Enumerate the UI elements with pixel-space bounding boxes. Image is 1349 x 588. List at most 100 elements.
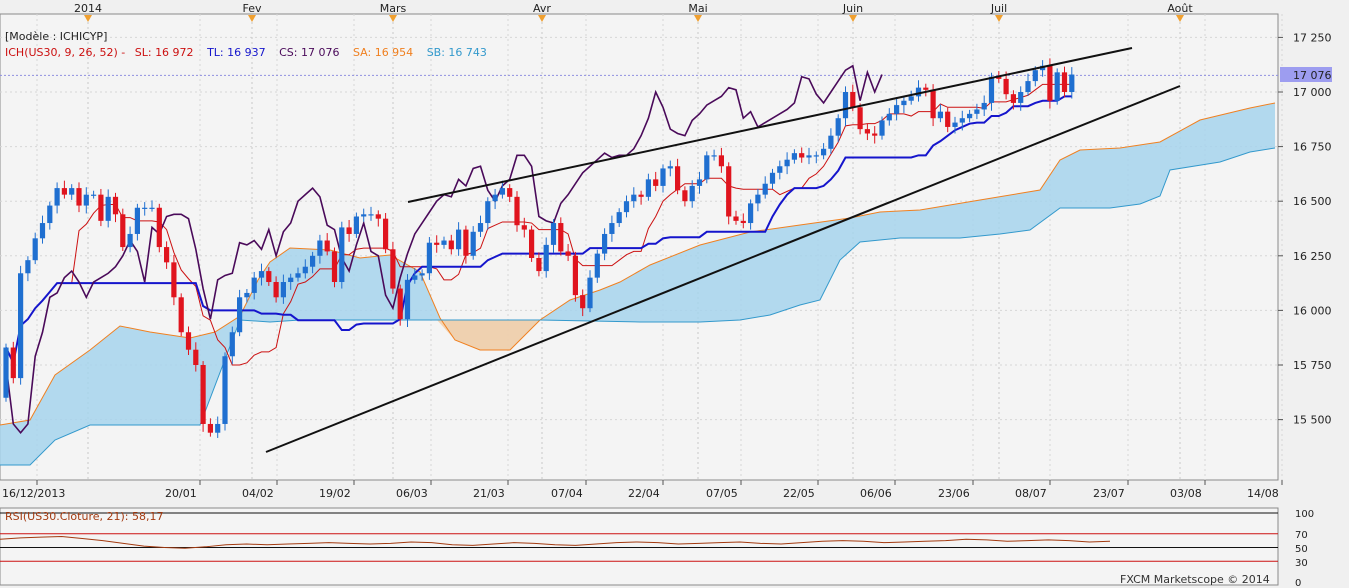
- candle-body: [550, 223, 557, 245]
- candle-body: [835, 118, 841, 136]
- candle-body: [237, 297, 243, 333]
- x-tick-label: 03/08: [1170, 487, 1202, 500]
- candle-body: [704, 155, 710, 180]
- candle-body: [412, 275, 418, 280]
- month-label: Mai: [688, 2, 707, 15]
- candle-body: [1018, 92, 1024, 103]
- candle-body: [799, 153, 805, 158]
- candle-body: [434, 242, 440, 245]
- rsi-level-0: 0: [1295, 578, 1301, 588]
- candle-body: [1032, 70, 1038, 82]
- month-marker-icon: [849, 15, 857, 22]
- candle-body: [755, 194, 761, 204]
- candle-body: [842, 92, 849, 119]
- candle-body: [543, 244, 549, 272]
- candle-body: [959, 118, 965, 123]
- y-tick-label: 15 500: [1293, 414, 1332, 427]
- x-tick-label: 19/02: [319, 487, 351, 500]
- month-marker-icon: [389, 15, 397, 22]
- candle-body: [492, 194, 498, 202]
- candle-body: [915, 87, 922, 97]
- candle-body: [813, 155, 819, 157]
- candle-body: [112, 196, 119, 215]
- candle-body: [61, 188, 67, 195]
- sl-value: SL: 16 972: [135, 46, 194, 59]
- candle-body: [32, 238, 38, 261]
- month-label: Août: [1167, 2, 1193, 15]
- y-tick-label: 17 000: [1293, 86, 1332, 99]
- rsi-label: RSI(US30.Cloture, 21): 58,17: [5, 510, 163, 523]
- candle-body: [667, 166, 673, 169]
- candle-body: [777, 166, 783, 173]
- candle-body: [1025, 81, 1031, 92]
- last-price-tag: [1280, 67, 1332, 82]
- candle-body: [83, 194, 89, 206]
- y-tick-label: 16 500: [1293, 195, 1332, 208]
- candle-body: [864, 129, 870, 134]
- cloud-bear-fill: [437, 320, 540, 350]
- candle-body: [952, 122, 958, 127]
- candle-body: [361, 214, 367, 217]
- candle-body: [894, 105, 900, 114]
- candle-body: [711, 155, 717, 157]
- x-tick-label: 16/12/2013: [2, 487, 65, 500]
- rsi-panel[interactable]: [0, 507, 1279, 586]
- rsi-level-30: 30: [1295, 558, 1308, 569]
- candle-body: [200, 365, 206, 424]
- senkou-a-line: [0, 102, 1276, 426]
- candle-body: [1003, 78, 1009, 95]
- candle-body: [470, 231, 476, 256]
- candle-body: [1010, 94, 1016, 103]
- rsi-series: [0, 512, 1278, 562]
- candle-body: [142, 207, 148, 209]
- sb-value: SB: 16 743: [427, 46, 487, 59]
- candle-body: [616, 212, 622, 224]
- candle-body: [193, 349, 199, 365]
- candle-body: [908, 96, 914, 101]
- x-tick-label: 23/06: [938, 487, 970, 500]
- candle-body: [339, 227, 345, 283]
- candle-body: [558, 223, 564, 252]
- candle-body: [623, 201, 630, 213]
- candle-body: [923, 87, 929, 90]
- lower-trendline: [265, 85, 1181, 453]
- candle-body: [1047, 65, 1053, 101]
- senkou-b-line: [0, 147, 1276, 466]
- candle-body: [477, 223, 484, 232]
- candle-body: [580, 295, 586, 309]
- candle-body: [426, 242, 432, 274]
- candle-body: [806, 155, 812, 158]
- candle-body: [762, 183, 768, 195]
- candle-body: [18, 273, 24, 379]
- month-label: Mars: [380, 2, 407, 15]
- candle-body: [726, 166, 732, 217]
- candle-body: [857, 107, 863, 130]
- candle-body: [1061, 72, 1068, 92]
- candle-body: [536, 257, 542, 272]
- candle-body: [784, 159, 790, 167]
- candle-body: [185, 332, 192, 350]
- tl-value: TL: 16 937: [206, 46, 266, 59]
- rsi-level-70: 70: [1295, 530, 1308, 541]
- model-label: [Modèle : ICHICYP]: [5, 30, 107, 43]
- candle-body: [631, 194, 637, 202]
- candle-body: [178, 297, 184, 333]
- candle-body: [675, 166, 681, 191]
- y-tick-label: 15 750: [1293, 359, 1332, 372]
- month-markers: 2014 Fev Mars Avr Mai Juin Juil Août: [74, 2, 1193, 22]
- candle-body: [1069, 74, 1075, 92]
- candle-body: [127, 233, 133, 248]
- candle-body: [375, 214, 381, 219]
- candle-body: [733, 216, 739, 221]
- trendlines: [265, 47, 1181, 453]
- y-tick-label: 16 750: [1293, 141, 1332, 154]
- candle-body: [937, 111, 943, 119]
- ich-params: ICH(US30, 9, 26, 52) -: [5, 46, 125, 59]
- candle-body: [769, 172, 776, 184]
- candle-body: [850, 92, 856, 108]
- rsi-line: [0, 535, 1111, 549]
- x-tick-label: 21/03: [473, 487, 505, 500]
- candle-body: [638, 194, 644, 197]
- candle-body: [507, 188, 513, 197]
